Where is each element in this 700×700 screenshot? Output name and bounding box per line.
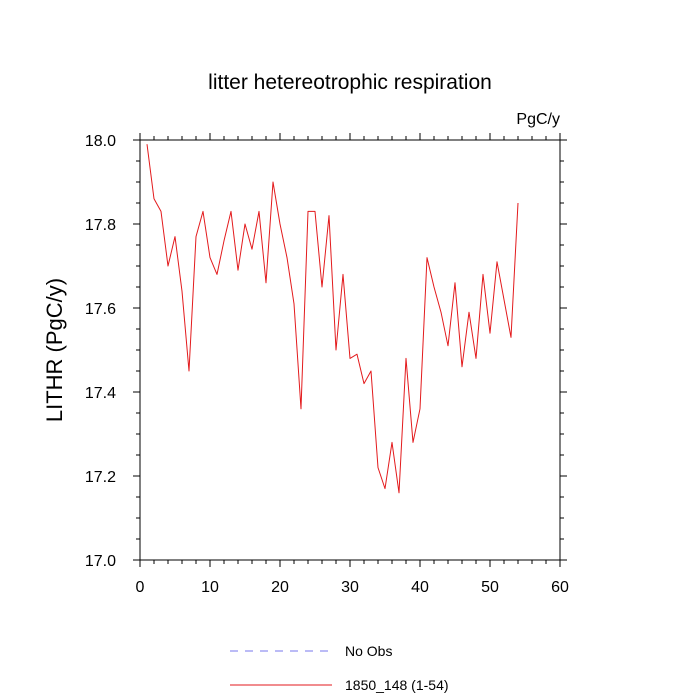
y-tick-label: 17.8 [85, 217, 116, 234]
axis-ticks [133, 133, 567, 567]
x-tick-label: 10 [201, 579, 219, 596]
axis-tick-labels: 0 10 20 30 40 50 60 17.0 17.2 17.4 17.6 17.8 18.0 [85, 133, 569, 596]
legend-label-no-obs: No Obs [345, 643, 392, 659]
series-layer [146, 144, 519, 494]
y-tick-label: 17.6 [85, 301, 116, 318]
x-tick-label: 60 [551, 579, 569, 596]
y-tick-label: 17.2 [85, 469, 116, 486]
y-tick-label: 17.0 [85, 553, 116, 570]
y-axis-label: LITHR (PgC/y) [42, 278, 67, 422]
x-tick-label: 30 [341, 579, 359, 596]
x-tick-label: 40 [411, 579, 429, 596]
x-tick-label: 20 [271, 579, 289, 596]
legend: No Obs 1850_148 (1-54) [230, 643, 449, 693]
y-tick-label: 18.0 [85, 133, 116, 150]
legend-label-series: 1850_148 (1-54) [345, 677, 449, 693]
plot-frame [139, 139, 561, 561]
units-label: PgC/y [516, 111, 560, 128]
series-line [146, 144, 519, 494]
y-tick-label: 17.4 [85, 385, 116, 402]
x-tick-label: 50 [481, 579, 499, 596]
x-tick-label: 0 [136, 579, 145, 596]
chart-title: litter hetereotrophic respiration [208, 71, 492, 94]
